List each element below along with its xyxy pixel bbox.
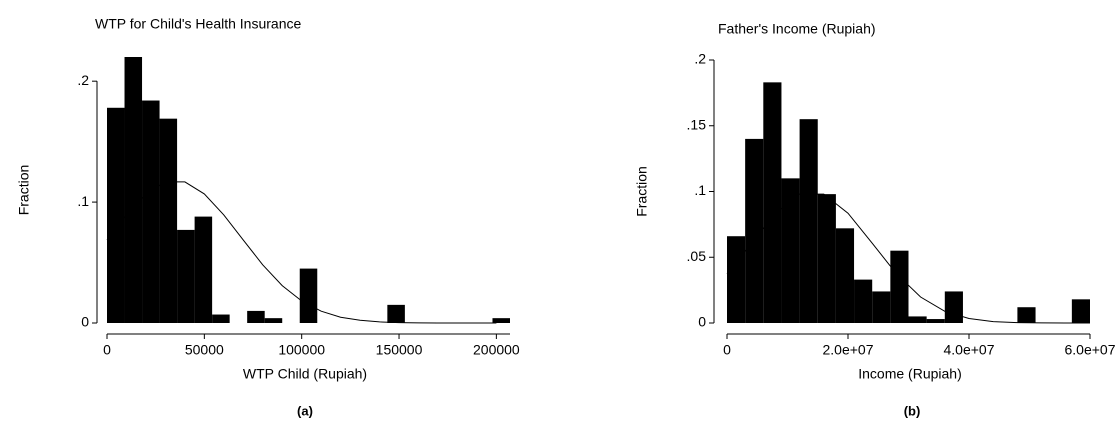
histogram-bar <box>247 310 265 323</box>
histogram-bar <box>107 107 125 323</box>
x-tick-label: 2.0e+07 <box>823 342 874 358</box>
x-tick-label: 100000 <box>278 342 325 358</box>
histogram-bar <box>763 82 782 323</box>
histogram-bar <box>817 194 836 323</box>
x-tick-label: 6.0e+07 <box>1065 342 1116 358</box>
y-tick-label: .1 <box>694 182 706 198</box>
histogram-bar <box>908 316 927 323</box>
x-tick-label: 0 <box>723 342 731 358</box>
y-tick-label: .2 <box>77 72 89 88</box>
y-tick-label: .2 <box>694 51 706 67</box>
histogram-bar <box>194 216 213 323</box>
x-tick-label: 200000 <box>473 342 520 358</box>
histogram-bar <box>142 100 160 323</box>
histogram-bar <box>854 279 873 323</box>
histogram-bar <box>124 57 143 323</box>
y-tick-label: .1 <box>77 193 89 209</box>
histogram-bar <box>1017 307 1036 323</box>
fitted-curve <box>106 181 497 324</box>
x-tick-label: 4.0e+07 <box>944 342 995 358</box>
chart-title: WTP for Child's Health Insurance <box>95 16 301 32</box>
histogram-bar <box>299 268 318 323</box>
histogram-bar <box>926 319 945 323</box>
histogram-bar <box>177 229 195 323</box>
fitted-curve <box>726 193 1090 324</box>
x-tick-label: 50000 <box>185 342 224 358</box>
histogram-bar <box>781 178 800 323</box>
y-axis-label: Fraction <box>634 166 650 217</box>
y-axis-label: Fraction <box>16 165 32 216</box>
histogram-bar <box>1071 299 1090 323</box>
histogram-bar <box>159 118 178 323</box>
histogram-bar <box>727 236 746 323</box>
y-tick-label: .05 <box>687 248 707 264</box>
caption: (a) <box>297 403 313 418</box>
histogram-bar <box>264 318 283 323</box>
histogram-bar <box>387 304 405 323</box>
histogram-bar <box>212 314 230 323</box>
chart-title: Father's Income (Rupiah) <box>718 21 876 37</box>
x-tick-label: 150000 <box>376 342 423 358</box>
y-tick-label: 0 <box>698 314 706 330</box>
histogram-bar <box>835 228 855 323</box>
x-axis-label: WTP Child (Rupiah) <box>243 366 367 382</box>
y-tick-label: 0 <box>81 314 89 330</box>
histogram-bar <box>492 318 510 323</box>
y-tick-label: .15 <box>687 116 707 132</box>
histogram-bar <box>745 138 764 323</box>
histogram-bar <box>890 250 909 323</box>
caption: (b) <box>904 403 921 418</box>
histogram-bar <box>872 291 891 323</box>
x-tick-label: 0 <box>103 342 111 358</box>
histogram-bar <box>799 119 818 323</box>
histogram-bar <box>944 291 963 323</box>
x-axis-label: Income (Rupiah) <box>858 366 962 382</box>
